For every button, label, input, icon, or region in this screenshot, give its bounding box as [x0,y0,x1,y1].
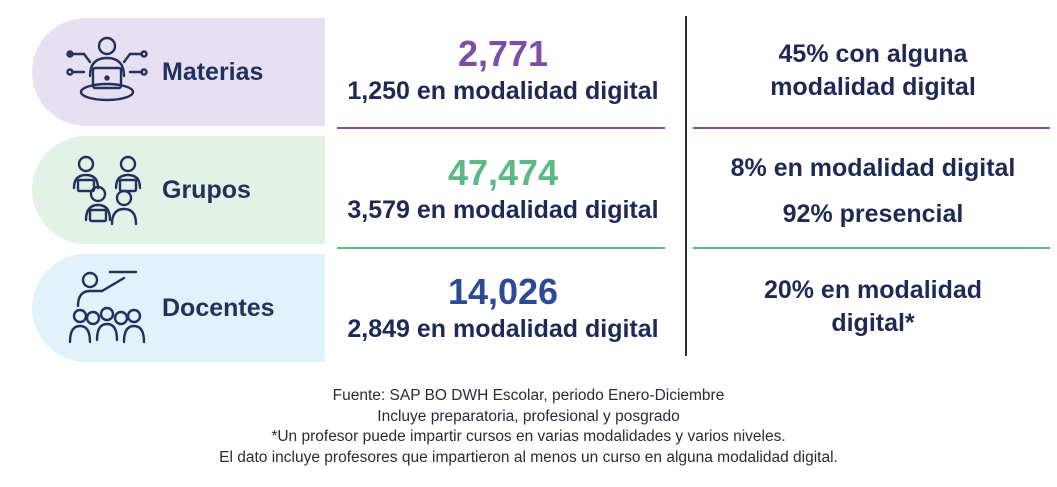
grupos-right-divider [693,247,1050,249]
docentes-total: 14,026 [447,271,559,312]
footnote-detail: El dato incluye profesores que impartier… [219,448,838,466]
docentes-summary: 20% en modalidad digital* [693,274,1053,340]
grupos-summary-line2: 92% presencial [782,200,964,228]
grupos-totals: 47,474 3,579 en modalidad digital [330,153,676,225]
grupos-total: 47,474 [447,152,559,193]
footnote-asterisk: *Un profesor puede impartir cursos en va… [271,428,786,445]
docentes-pill: Docentes [32,254,325,362]
materias-totals: 2,771 1,250 en modalidad digital [330,34,676,106]
materias-label: Materias [162,58,264,86]
footnote-source: Fuente: SAP BO DWH Escolar, periodo Ener… [332,387,725,404]
materias-digital: 1,250 en modalidad digital [347,77,659,105]
grupos-pill: Grupos [32,136,325,244]
docentes-summary-line1: 20% en modalidad [763,276,983,304]
grupos-digital: 3,579 en modalidad digital [347,196,659,224]
grupos-summary: 8% en modalidad digital 92% presencial [693,152,1053,231]
materias-right-divider [693,127,1050,129]
student-laptop-icon [66,36,148,102]
docentes-totals: 14,026 2,849 en modalidad digital [330,272,676,344]
docentes-digital: 2,849 en modalidad digital [347,315,659,343]
materias-pill: Materias [32,18,325,126]
vertical-divider [685,16,687,356]
grupos-label: Grupos [162,176,251,204]
grupos-divider [337,247,665,249]
teacher-audience-icon [68,270,146,344]
footnote-scope: Incluye preparatoria, profesional y posg… [377,407,680,425]
footnotes: Fuente: SAP BO DWH Escolar, periodo Ener… [0,386,1057,468]
materias-summary-line1: 45% con alguna [778,40,968,68]
docentes-label: Docentes [162,294,275,322]
materias-divider [337,127,665,129]
materias-total: 2,771 [457,33,549,74]
materias-summary: 45% con alguna modalidad digital [693,38,1053,104]
materias-summary-line2: modalidad digital [770,73,976,101]
docentes-summary-line2: digital* [831,309,915,337]
group-people-laptops-icon [72,155,142,226]
grupos-summary-line1: 8% en modalidad digital [730,154,1016,182]
